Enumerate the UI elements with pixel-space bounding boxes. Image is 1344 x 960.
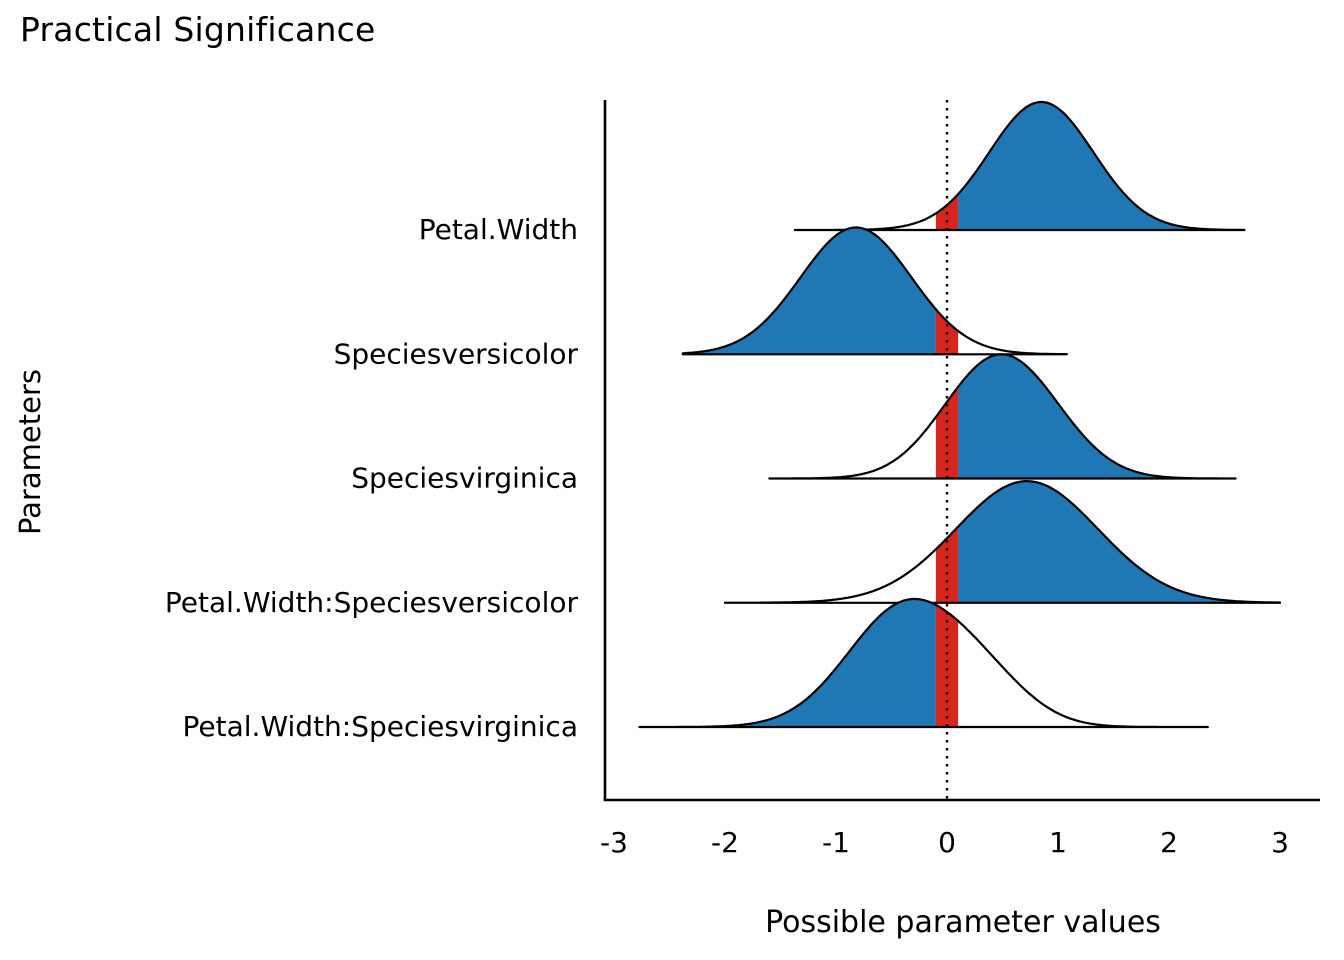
x-axis-title: Possible parameter values bbox=[765, 905, 1161, 940]
chart-title: Practical Significance bbox=[20, 10, 376, 49]
significant-area bbox=[639, 599, 936, 727]
x-tick-label: 1 bbox=[1049, 826, 1067, 859]
significant-area bbox=[958, 481, 1280, 603]
x-tick-label: 2 bbox=[1160, 826, 1178, 859]
ridge-label: Petal.Width bbox=[419, 213, 578, 246]
x-tick-label: -3 bbox=[600, 826, 628, 859]
density-outline bbox=[681, 226, 1068, 356]
rope-area bbox=[935, 604, 959, 727]
significant-area bbox=[958, 102, 1245, 230]
density-outline bbox=[638, 597, 1209, 729]
significant-area bbox=[682, 227, 936, 355]
x-tick-label: 0 bbox=[938, 826, 956, 859]
x-tick-label: -1 bbox=[822, 826, 850, 859]
density-outline bbox=[793, 100, 1246, 232]
ridge-label: Petal.Width:Speciesversicolor bbox=[165, 586, 579, 619]
ridge-label: Speciesvirginica bbox=[351, 462, 578, 495]
ridge-label: Petal.Width:Speciesvirginica bbox=[183, 710, 578, 743]
density-outline bbox=[768, 353, 1237, 480]
rope-area bbox=[935, 309, 959, 355]
significant-area bbox=[958, 354, 1236, 479]
ridge-label: Speciesversicolor bbox=[334, 337, 579, 370]
density-outline bbox=[723, 480, 1282, 604]
x-tick-label: 3 bbox=[1271, 826, 1289, 859]
x-tick-label: -2 bbox=[711, 826, 739, 859]
